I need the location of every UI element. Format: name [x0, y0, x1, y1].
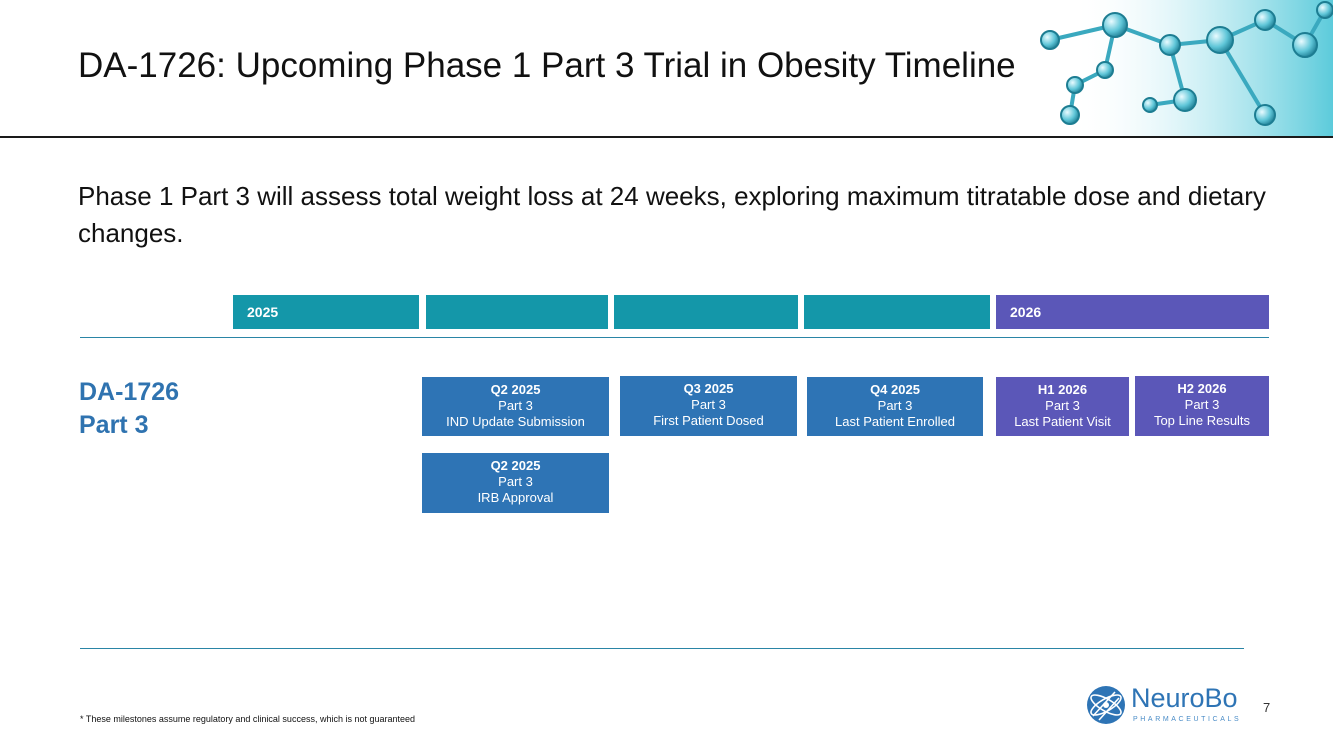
milestone-event: Last Patient Enrolled: [835, 414, 955, 429]
milestone-part: Part 3: [498, 398, 533, 413]
milestone-card: Q2 2025 Part 3 IND Update Submission: [422, 377, 609, 436]
row-label-part: Part 3: [79, 411, 149, 439]
milestone-card: H1 2026 Part 3 Last Patient Visit: [996, 377, 1129, 436]
milestone-period: H2 2026: [1177, 381, 1227, 396]
title-divider: [0, 136, 1333, 138]
milestone-part: Part 3: [691, 397, 726, 412]
molecule-decoration-icon: [1040, 0, 1333, 137]
year-bar-q4: [804, 295, 990, 329]
milestone-part: Part 3: [1045, 398, 1080, 413]
logo-wordmark: NeuroBo: [1131, 683, 1238, 713]
timeline-top-rule: [80, 337, 1269, 338]
milestone-card: Q4 2025 Part 3 Last Patient Enrolled: [807, 377, 983, 436]
milestone-part: Part 3: [1184, 397, 1220, 412]
atom-logo-icon: [1087, 686, 1125, 724]
milestone-card: Q2 2025 Part 3 IRB Approval: [422, 453, 609, 513]
footnote: * These milestones assume regulatory and…: [80, 714, 416, 724]
milestone-period: Q2 2025: [490, 458, 541, 473]
logo-tagline: PHARMACEUTICALS: [1133, 716, 1242, 723]
milestone-event: IRB Approval: [477, 490, 554, 505]
slide-subtitle: Phase 1 Part 3 will assess total weight …: [78, 181, 1266, 248]
milestone-part: Part 3: [877, 398, 913, 413]
milestone-event: Top Line Results: [1153, 413, 1251, 428]
milestone-event: Last Patient Visit: [1014, 414, 1111, 429]
row-label-product: DA-1726: [79, 378, 180, 406]
timeline-bottom-rule: [80, 648, 1244, 649]
milestone-part: Part 3: [498, 474, 533, 489]
milestone-period: Q4 2025: [870, 382, 920, 397]
milestone-event: First Patient Dosed: [653, 413, 764, 428]
slide-title: DA-1726: Upcoming Phase 1 Part 3 Trial i…: [78, 46, 1016, 85]
page-number: 7: [1263, 700, 1271, 715]
year-bar-q3: [614, 295, 798, 329]
milestone-card: H2 2026 Part 3 Top Line Results: [1135, 376, 1269, 436]
milestone-period: Q2 2025: [490, 382, 541, 397]
milestone-event: IND Update Submission: [446, 414, 585, 429]
row-label: DA-1726 Part 3: [79, 376, 179, 442]
milestone-period: Q3 2025: [683, 381, 734, 396]
milestone-card: Q3 2025 Part 3 First Patient Dosed: [620, 376, 797, 436]
year-bar-q2: [426, 295, 608, 329]
year-bar-2025: 2025: [233, 295, 419, 329]
year-bar-2026: 2026: [996, 295, 1269, 329]
milestone-period: H1 2026: [1037, 382, 1088, 397]
